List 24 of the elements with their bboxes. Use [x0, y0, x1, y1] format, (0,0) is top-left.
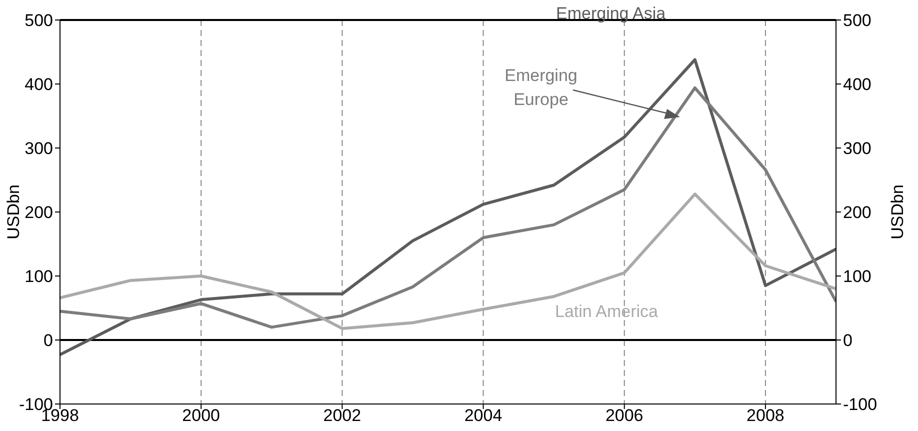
y2-tick-label: 100	[843, 267, 872, 286]
text: Emerging Asia	[556, 3, 666, 25]
x-tick-label: 2004	[464, 406, 502, 426]
y-tick-label: 0	[44, 331, 53, 350]
y2-axis-title: USDbn	[888, 184, 908, 240]
y-tick-label: 300	[24, 139, 53, 158]
y-tick-label: 400	[24, 75, 53, 94]
series-label: Latin America	[555, 301, 658, 323]
y-tick-label: 500	[24, 11, 53, 30]
text: Emerging Europe	[504, 65, 578, 111]
x-tick-label: 2000	[182, 406, 220, 426]
y2-tick-label: -100	[843, 395, 878, 414]
x-tick-label: 2006	[605, 406, 644, 426]
y2-tick-label: 400	[843, 75, 872, 94]
y2-tick-label: 200	[843, 203, 872, 222]
x-tick-label: 2008	[746, 406, 784, 426]
y2-tick-label: 500	[843, 11, 872, 30]
y-tick-label: 100	[24, 267, 53, 286]
y-tick-label: 200	[24, 203, 53, 222]
x-tick-label: 2002	[323, 406, 362, 426]
line-series	[60, 192, 836, 330]
y2-tick-label: 300	[843, 139, 872, 158]
y-axis-title: USDbn	[4, 184, 24, 240]
y2-tick-label: 0	[843, 331, 852, 350]
